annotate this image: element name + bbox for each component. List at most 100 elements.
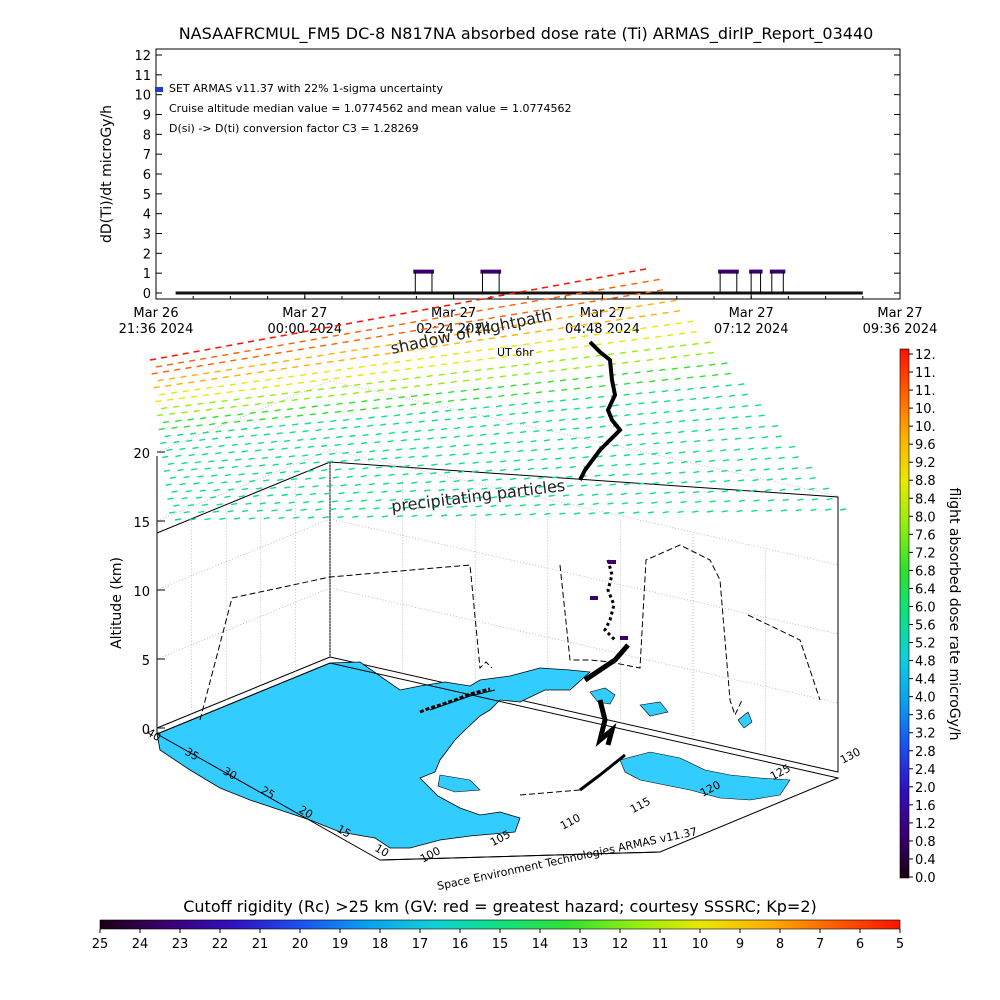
dose-cloud-dash <box>592 502 599 506</box>
dose-colorbar-ramp <box>899 348 910 879</box>
dose-cloud-dash <box>315 428 322 432</box>
dose-cloud-dash <box>308 346 316 349</box>
dose-cloud-dash <box>509 486 516 489</box>
dose-cloud-dash <box>558 447 565 450</box>
dose-cloud-dash <box>354 383 361 387</box>
dose-cloud-dash <box>692 342 699 346</box>
dose-cloud-dash <box>634 371 641 374</box>
dose-cloud-dash <box>174 368 181 371</box>
dose-cloud-dash <box>764 457 771 460</box>
dose-cloud-dash <box>583 355 590 359</box>
altitude-axis-label: Altitude (km) <box>109 557 125 649</box>
dose-cloud-dash <box>639 422 646 426</box>
y-tick-label: 6 <box>143 168 151 183</box>
dose-cloud-dash <box>556 317 563 320</box>
y-tick-label: 7 <box>143 148 151 163</box>
dose-cloud-dash <box>534 401 541 404</box>
dose-cloud-dash <box>498 294 505 297</box>
dose-cloud-dash <box>307 516 315 519</box>
dose-cloud-dash <box>354 425 361 429</box>
dose-cloud-dash <box>263 516 270 520</box>
dose-cloud-dash <box>663 323 671 327</box>
dose-cloud-dash <box>424 489 431 492</box>
dose-cloud-dash <box>708 363 716 366</box>
dose-cloud-dash <box>160 441 167 445</box>
dose-cloud-dash <box>579 313 586 317</box>
dose-cloud-dash <box>534 494 541 498</box>
dose-cloud-dash <box>269 393 276 397</box>
dose-cloud-dash <box>347 409 354 412</box>
profile-shadow-segment <box>519 754 626 796</box>
dose-cloud-dash <box>431 505 439 509</box>
dose-cloud-dash <box>296 414 304 417</box>
dose-cloud-dash <box>278 516 285 520</box>
dose-cloud-dash <box>581 484 588 487</box>
dose-cloud-dash <box>229 383 236 386</box>
dose-cloud-dash <box>496 413 503 417</box>
dose-cloud-dash <box>334 443 341 447</box>
dose-cloud-dash <box>454 313 461 316</box>
dose-cloud-dash <box>749 468 756 472</box>
dose-cloud-dash <box>443 324 450 327</box>
dose-cloud-dash <box>563 494 570 497</box>
dose-cloud-dash <box>742 404 749 408</box>
dose-cloud-dash <box>809 477 816 480</box>
dose-cloud-dash <box>689 408 696 412</box>
dose-cloud-dash <box>361 355 368 359</box>
dose-cloud-dash <box>399 322 406 326</box>
dose-cloud-dash <box>218 466 225 469</box>
dose-cloud-dash <box>244 349 251 353</box>
dose-cloud-dash <box>499 468 507 472</box>
dose-cloud-dash <box>382 482 390 485</box>
dose-colorbar-tick-label: 11. <box>915 384 936 399</box>
dose-cloud-dash <box>313 328 320 331</box>
dose-cloud-dash <box>416 366 424 369</box>
dose-cloud-dash <box>721 362 728 365</box>
dose-cloud-dash <box>267 494 274 497</box>
dose-cloud-dash <box>281 392 288 395</box>
dose-cloud-dash <box>571 446 578 450</box>
dose-cloud-dash <box>607 353 614 356</box>
dose-cloud-dash <box>709 480 716 483</box>
dose-cloud-dash <box>433 497 440 500</box>
dose-cloud-dash <box>279 400 286 403</box>
dose-cloud-dash <box>166 363 174 366</box>
dose-cloud-dash <box>190 468 198 471</box>
dose-cloud-dash <box>268 448 275 451</box>
dose-cloud-dash <box>421 327 428 331</box>
dose-cloud-dash <box>569 325 576 328</box>
dose-cloud-dash <box>499 346 506 349</box>
dose-cloud-dash <box>476 358 483 361</box>
dose-cloud-dash <box>162 420 169 424</box>
dose-cloud-dash <box>440 354 448 357</box>
dose-cloud-dash <box>410 321 417 324</box>
dose-cloud-dash <box>318 476 326 480</box>
flight-path-descent <box>595 699 617 747</box>
dose-cloud-dash <box>175 454 182 458</box>
dose-cloud-dash <box>741 393 748 396</box>
dose-cloud-dash <box>465 300 472 303</box>
dose-cloud-dash <box>628 328 635 331</box>
dose-cloud-dash <box>736 458 743 461</box>
dose-cloud-dash <box>767 499 775 502</box>
dose-cloud-dash <box>187 418 194 421</box>
dose-cloud-dash <box>359 408 367 411</box>
dose-cloud-dash <box>616 330 624 333</box>
dose-cloud-dash <box>555 466 562 469</box>
dose-cloud-dash <box>810 508 817 512</box>
dose-cloud-dash <box>446 505 453 509</box>
dose-cloud-dash <box>606 493 613 496</box>
dose-cloud-dash <box>355 450 363 454</box>
dose-cloud-dash <box>261 456 269 460</box>
dose-cloud-dash <box>541 458 548 461</box>
dose-cloud-dash <box>693 470 700 474</box>
dose-cloud-dash <box>381 490 388 494</box>
dose-cloud-dash <box>531 299 538 303</box>
dose-cloud-dash <box>179 482 186 486</box>
dose-cloud-dash <box>275 351 282 355</box>
dose-cloud-dash <box>649 491 656 495</box>
rigidity-colorbar-ticks: 25 24 23 22 21 20 19 18 17 16 15 14 13 12 11 10 9 8 7 6 5 <box>92 929 904 952</box>
dose-cloud-dash <box>280 367 287 370</box>
dose-cloud-dash <box>680 344 687 347</box>
dose-cloud-dash <box>283 439 291 443</box>
